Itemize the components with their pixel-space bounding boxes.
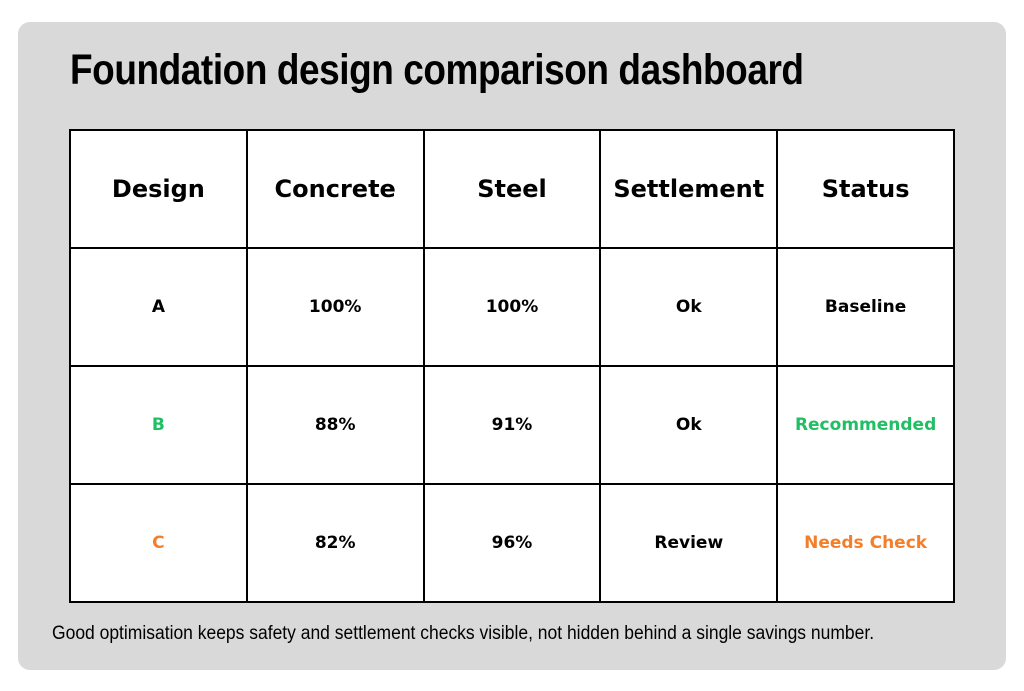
design-cell: B <box>69 365 248 485</box>
settlement-cell: Ok <box>599 365 779 485</box>
page-title: Foundation design comparison dashboard <box>70 46 804 94</box>
column-header-settlement: Settlement <box>599 129 779 249</box>
steel-cell: 91% <box>422 365 602 485</box>
steel-cell: 100% <box>422 247 602 367</box>
concrete-cell: 82% <box>245 483 425 603</box>
concrete-cell: 88% <box>245 365 425 485</box>
steel-cell: 96% <box>422 483 602 603</box>
column-header-steel: Steel <box>422 129 602 249</box>
design-cell: A <box>69 247 248 367</box>
column-header-concrete: Concrete <box>245 129 425 249</box>
column-header-design: Design <box>69 129 248 249</box>
table-row: A 100% 100% Ok Baseline <box>69 247 955 367</box>
settlement-cell: Ok <box>599 247 779 367</box>
footnote: Good optimisation keeps safety and settl… <box>52 623 875 644</box>
table-header-row: Design Concrete Steel Settlement Status <box>69 129 955 249</box>
concrete-cell: 100% <box>245 247 425 367</box>
design-cell: C <box>69 483 248 603</box>
table-row: B 88% 91% Ok Recommended <box>69 365 955 485</box>
table-row: C 82% 96% Review Needs Check <box>69 483 955 603</box>
status-cell: Recommended <box>776 365 955 485</box>
status-cell: Baseline <box>776 247 955 367</box>
settlement-cell: Review <box>599 483 779 603</box>
column-header-status: Status <box>776 129 955 249</box>
comparison-table: Design Concrete Steel Settlement Status … <box>69 129 955 603</box>
status-cell: Needs Check <box>776 483 955 603</box>
